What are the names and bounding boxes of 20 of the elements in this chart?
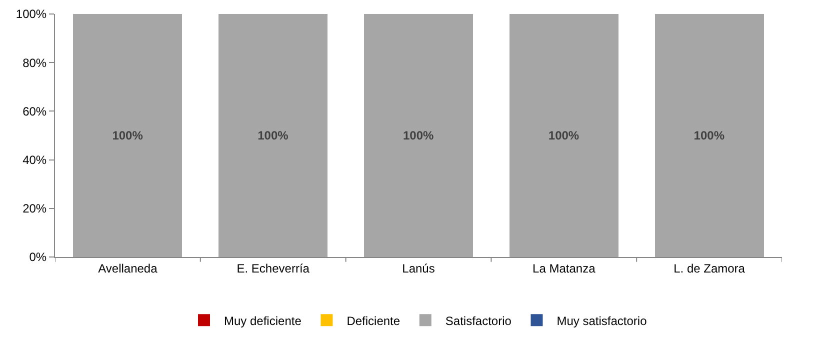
legend-label: Deficiente	[346, 314, 400, 328]
x-tick-label: Lanús	[402, 261, 435, 276]
legend-label: Muy satisfactorio	[556, 314, 648, 328]
x-tick-label: L. de Zamora	[674, 261, 746, 276]
y-tick-label: 60%	[22, 104, 47, 118]
x-tick-label: Avellaneda	[98, 261, 158, 276]
x-tick-label: La Matanza	[532, 261, 596, 276]
y-tick-label: 40%	[22, 153, 47, 167]
legend-label: Muy deficiente	[224, 314, 302, 328]
data-label: 100%	[258, 128, 289, 142]
y-tick-label: 20%	[22, 202, 47, 216]
x-tick-label: E. Echeverría	[236, 261, 310, 276]
y-tick-label: 0%	[29, 250, 47, 264]
y-tick-label: 80%	[22, 56, 47, 70]
y-tick-label: 100%	[16, 7, 47, 22]
data-label: 100%	[548, 128, 580, 142]
data-label: 100%	[694, 128, 725, 142]
legend-label: Satisfactorio	[445, 314, 512, 328]
data-label: 100%	[402, 128, 434, 142]
data-label: 100%	[112, 128, 144, 142]
